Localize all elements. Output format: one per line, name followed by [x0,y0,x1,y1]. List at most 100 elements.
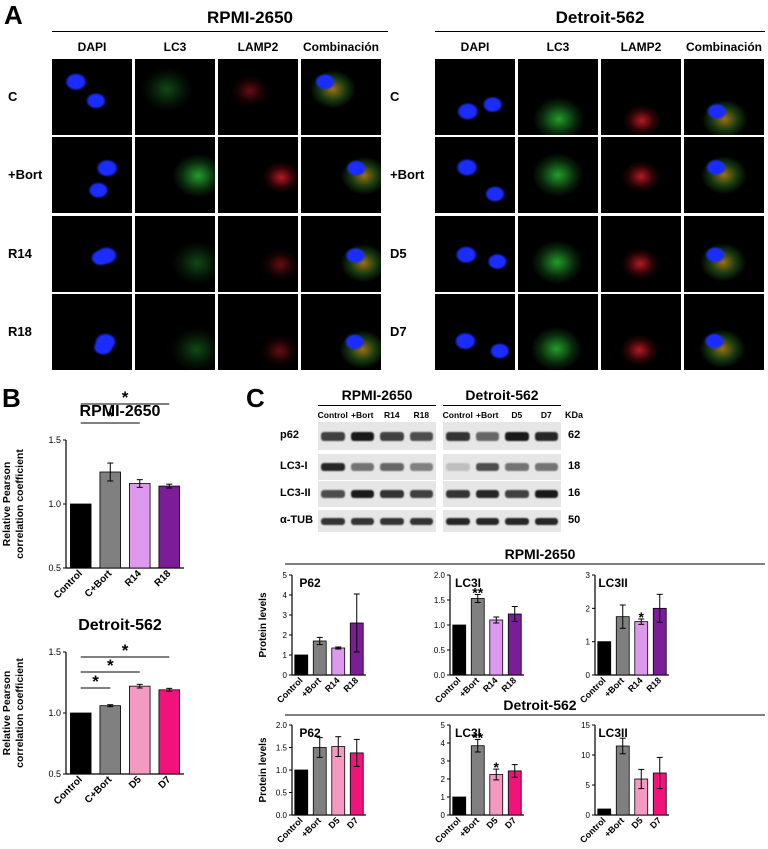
blot-lane-label: D7 [540,410,552,420]
micrograph-dapi [52,59,132,135]
micrograph-lamp2 [601,137,681,213]
panel-c-charts: RPMI-2650Detroit-562P62012345Control+Bor… [258,546,765,845]
panel-a-detroit-title: Detroit-562 [555,8,645,27]
chart-title: LC3II [598,576,627,590]
x-tick-label: R18 [341,675,360,694]
blot-lane-label: R18 [413,410,430,420]
significance-star: * [639,609,645,625]
x-tick-label: C+Bort [83,568,115,600]
micrograph-merge [301,59,381,135]
blot-lane-label: Control [317,410,348,420]
blot-lane-label: +Bort [351,410,374,420]
blot-kda-value: 18 [568,460,581,472]
micrograph-lamp2 [218,137,298,213]
col-header-lamp2: LAMP2 [620,40,662,54]
panel-a-rpmi-title: RPMI-2650 [207,8,293,27]
blot-kda-value: 62 [568,429,581,441]
x-tick-label: Control [52,774,85,807]
blot-band [380,431,404,441]
blot-band [534,463,558,472]
x-tick-label: D5 [127,774,144,791]
row-label-plus-bort: +Bort [390,167,425,182]
blot-group-title: RPMI-2650 [341,387,413,403]
blot-band [534,517,558,525]
x-tick-label: D5 [484,815,499,830]
bar [597,808,612,816]
blot-group-rule [443,405,561,406]
blot-band [505,463,529,472]
significance-star: * [122,641,129,660]
blot-band [380,517,404,525]
y-tick-label: 1 [283,651,288,660]
blot-band [475,517,499,525]
y-tick-label: 0.5 [48,769,61,779]
blot-band [380,490,404,499]
x-tick-label: R18 [644,675,663,694]
bar [507,613,522,676]
blot-band [475,431,499,441]
y-tick-label: 0 [441,811,446,820]
y-tick-label: 0 [586,811,591,820]
bar [129,685,151,775]
blot-band [350,517,374,525]
blot-band [321,517,345,525]
x-tick-label: +Bort [602,815,626,839]
y-tick-label: 1.5 [434,596,446,605]
col-header-combinación: Combinación [302,40,379,54]
bar [597,641,612,676]
blot-strip [318,510,436,532]
micrograph-lc3 [135,137,215,213]
section-title: RPMI-2650 [505,546,576,562]
significance-star: ** [472,729,483,745]
significance-star: * [92,672,99,691]
y-tick-label: 5 [283,571,288,580]
bar [615,745,630,816]
x-tick-label: Control [52,568,85,601]
bar [158,689,180,775]
y-tick-label: 0.5 [48,563,61,573]
micrograph-lamp2 [218,294,298,370]
blot-strip [443,510,561,532]
y-tick-label: 1.5 [48,435,61,445]
x-tick-label: D5 [326,815,341,830]
y-tick-label: 1.0 [434,621,446,630]
y-tick-label: 1.5 [48,647,61,657]
y-tick-label: 1 [441,793,446,802]
chart-title: P62 [299,726,321,740]
y-tick-label: 2 [283,631,288,640]
row-label-d7: D7 [390,324,407,339]
section-title: Detroit-562 [503,697,576,713]
blot-band [475,490,499,499]
col-header-dapi: DAPI [460,40,490,54]
bar [634,621,649,676]
x-tick-label: +Bort [299,675,323,699]
bar [470,598,485,676]
blot-band-label: p62 [280,429,299,441]
bar [70,712,92,775]
blot-band [534,431,558,441]
x-tick-label: D5 [629,815,644,830]
panel-c-letter: C [246,383,265,413]
significance-star: ** [472,585,483,601]
micrograph-lc3 [135,294,215,370]
micrograph-lc3 [135,216,215,292]
blot-band [350,431,374,441]
blot-band [409,431,433,441]
blot-band [321,490,345,499]
blot-group-title: Detroit-562 [465,387,539,403]
x-tick-label: R18 [499,675,518,694]
chart-title: RPMI-2650 [80,403,161,420]
y-tick-label: 3 [441,757,446,766]
micrograph-lc3 [518,216,598,292]
y-tick-label: 4 [283,591,288,600]
blot-band [380,463,404,472]
y-tick-label: 10 [581,751,590,760]
row-label-c: C [390,89,400,104]
chart-title: LC3II [598,726,627,740]
panel-b-letter: B [2,383,21,413]
blot-band [446,431,470,441]
blot-kda-value: 50 [568,514,581,526]
